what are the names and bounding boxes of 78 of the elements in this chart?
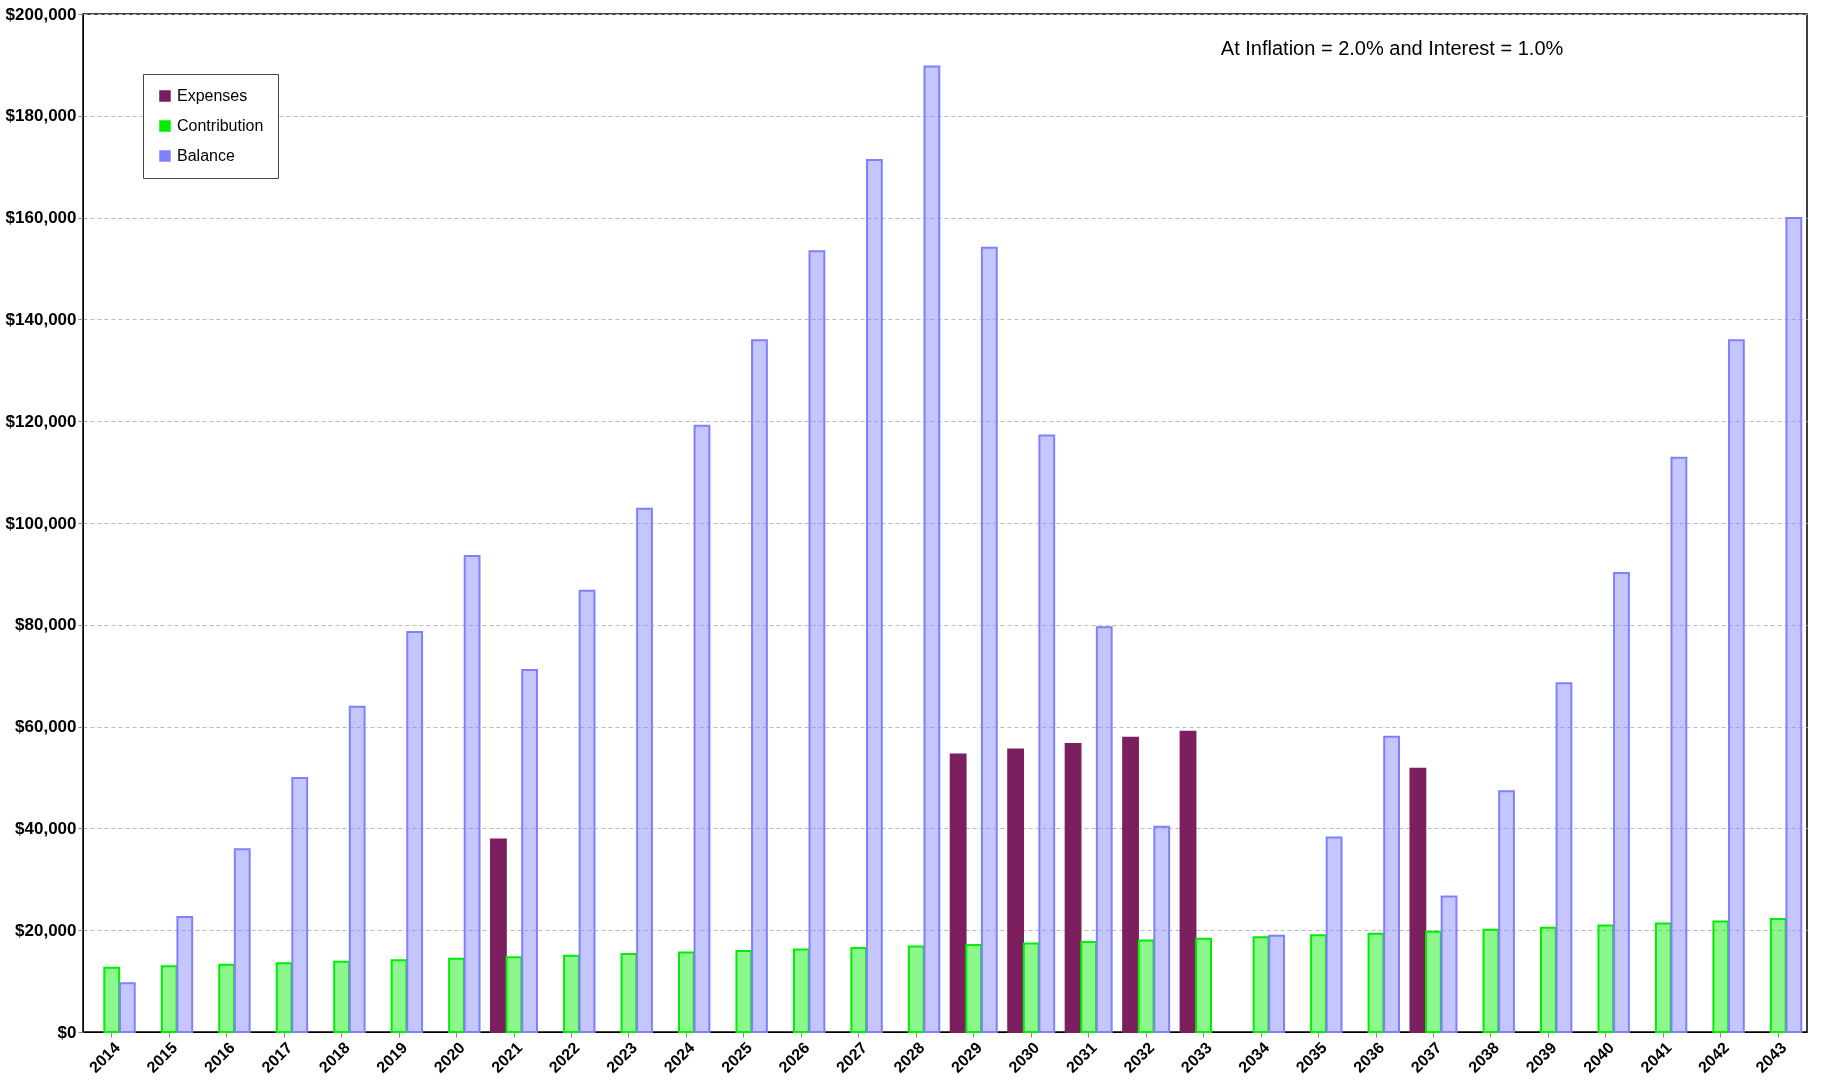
bar [907, 945, 925, 1033]
bar [1785, 217, 1803, 1033]
bar [693, 424, 711, 1033]
bar [735, 950, 753, 1033]
legend-label: Contribution [177, 117, 264, 134]
bar [1712, 920, 1730, 1033]
y-tick-label: $40,000 [15, 818, 77, 838]
bar [678, 951, 695, 1033]
bar [792, 948, 810, 1033]
bar [348, 705, 366, 1033]
bar [1409, 767, 1427, 1033]
bar [1122, 736, 1139, 1033]
bar [406, 630, 424, 1033]
bar [1654, 922, 1672, 1033]
bar [1325, 836, 1343, 1033]
bar [620, 953, 638, 1033]
y-tick-label: $140,000 [5, 309, 77, 329]
bar [1670, 456, 1688, 1033]
bar [463, 555, 481, 1033]
bar [965, 943, 983, 1033]
bar [1383, 735, 1400, 1033]
y-tick-label: $80,000 [15, 615, 77, 635]
bar [1095, 626, 1113, 1033]
bar [1498, 790, 1515, 1033]
bar [1440, 895, 1458, 1033]
bar [1555, 682, 1573, 1033]
y-tick-label: $20,000 [15, 920, 77, 940]
bar [448, 957, 465, 1033]
bar [390, 959, 408, 1033]
bar [103, 966, 121, 1033]
legend-label: Expenses [177, 87, 248, 104]
bar [1597, 924, 1615, 1033]
bar [1153, 825, 1171, 1033]
bar [949, 753, 967, 1033]
bar [333, 960, 350, 1033]
bar [808, 250, 826, 1033]
bar [1310, 934, 1327, 1033]
bar [850, 947, 868, 1033]
bar [490, 838, 507, 1033]
bar [218, 963, 236, 1033]
bar [505, 956, 523, 1033]
bar [1137, 939, 1155, 1033]
bar [521, 669, 538, 1033]
bar [636, 507, 653, 1033]
bar [176, 915, 194, 1033]
bar [291, 777, 309, 1033]
y-tick-label: $180,000 [5, 106, 77, 126]
bar [1179, 730, 1197, 1033]
bar [865, 159, 883, 1033]
bar [1195, 937, 1212, 1033]
bar [1613, 571, 1630, 1033]
y-tick-label: $200,000 [5, 4, 77, 24]
legend-label: Balance [177, 147, 235, 164]
bar [233, 848, 251, 1033]
bar [1038, 434, 1056, 1033]
y-tick-label: $120,000 [5, 411, 77, 431]
bar [1080, 940, 1098, 1033]
bar [923, 65, 941, 1033]
bar [1425, 930, 1442, 1033]
bar [578, 589, 596, 1033]
bar [1268, 934, 1286, 1033]
bar [160, 965, 178, 1033]
bar [563, 954, 580, 1033]
bar [118, 982, 136, 1033]
bar [1252, 936, 1270, 1033]
bar [1540, 926, 1557, 1033]
bar [1007, 748, 1025, 1033]
bar [1022, 942, 1040, 1033]
bar [980, 246, 998, 1033]
y-tick-label: $100,000 [5, 513, 77, 533]
y-tick-label: $60,000 [15, 717, 77, 737]
y-tick-label: $160,000 [5, 208, 77, 228]
bar [275, 962, 293, 1033]
bar [751, 339, 768, 1033]
bar [1727, 339, 1745, 1033]
y-tick-label: $0 [57, 1022, 77, 1042]
annotation: At Inflation = 2.0% and Interest = 1.0% [1220, 37, 1564, 59]
bar [1064, 742, 1082, 1033]
